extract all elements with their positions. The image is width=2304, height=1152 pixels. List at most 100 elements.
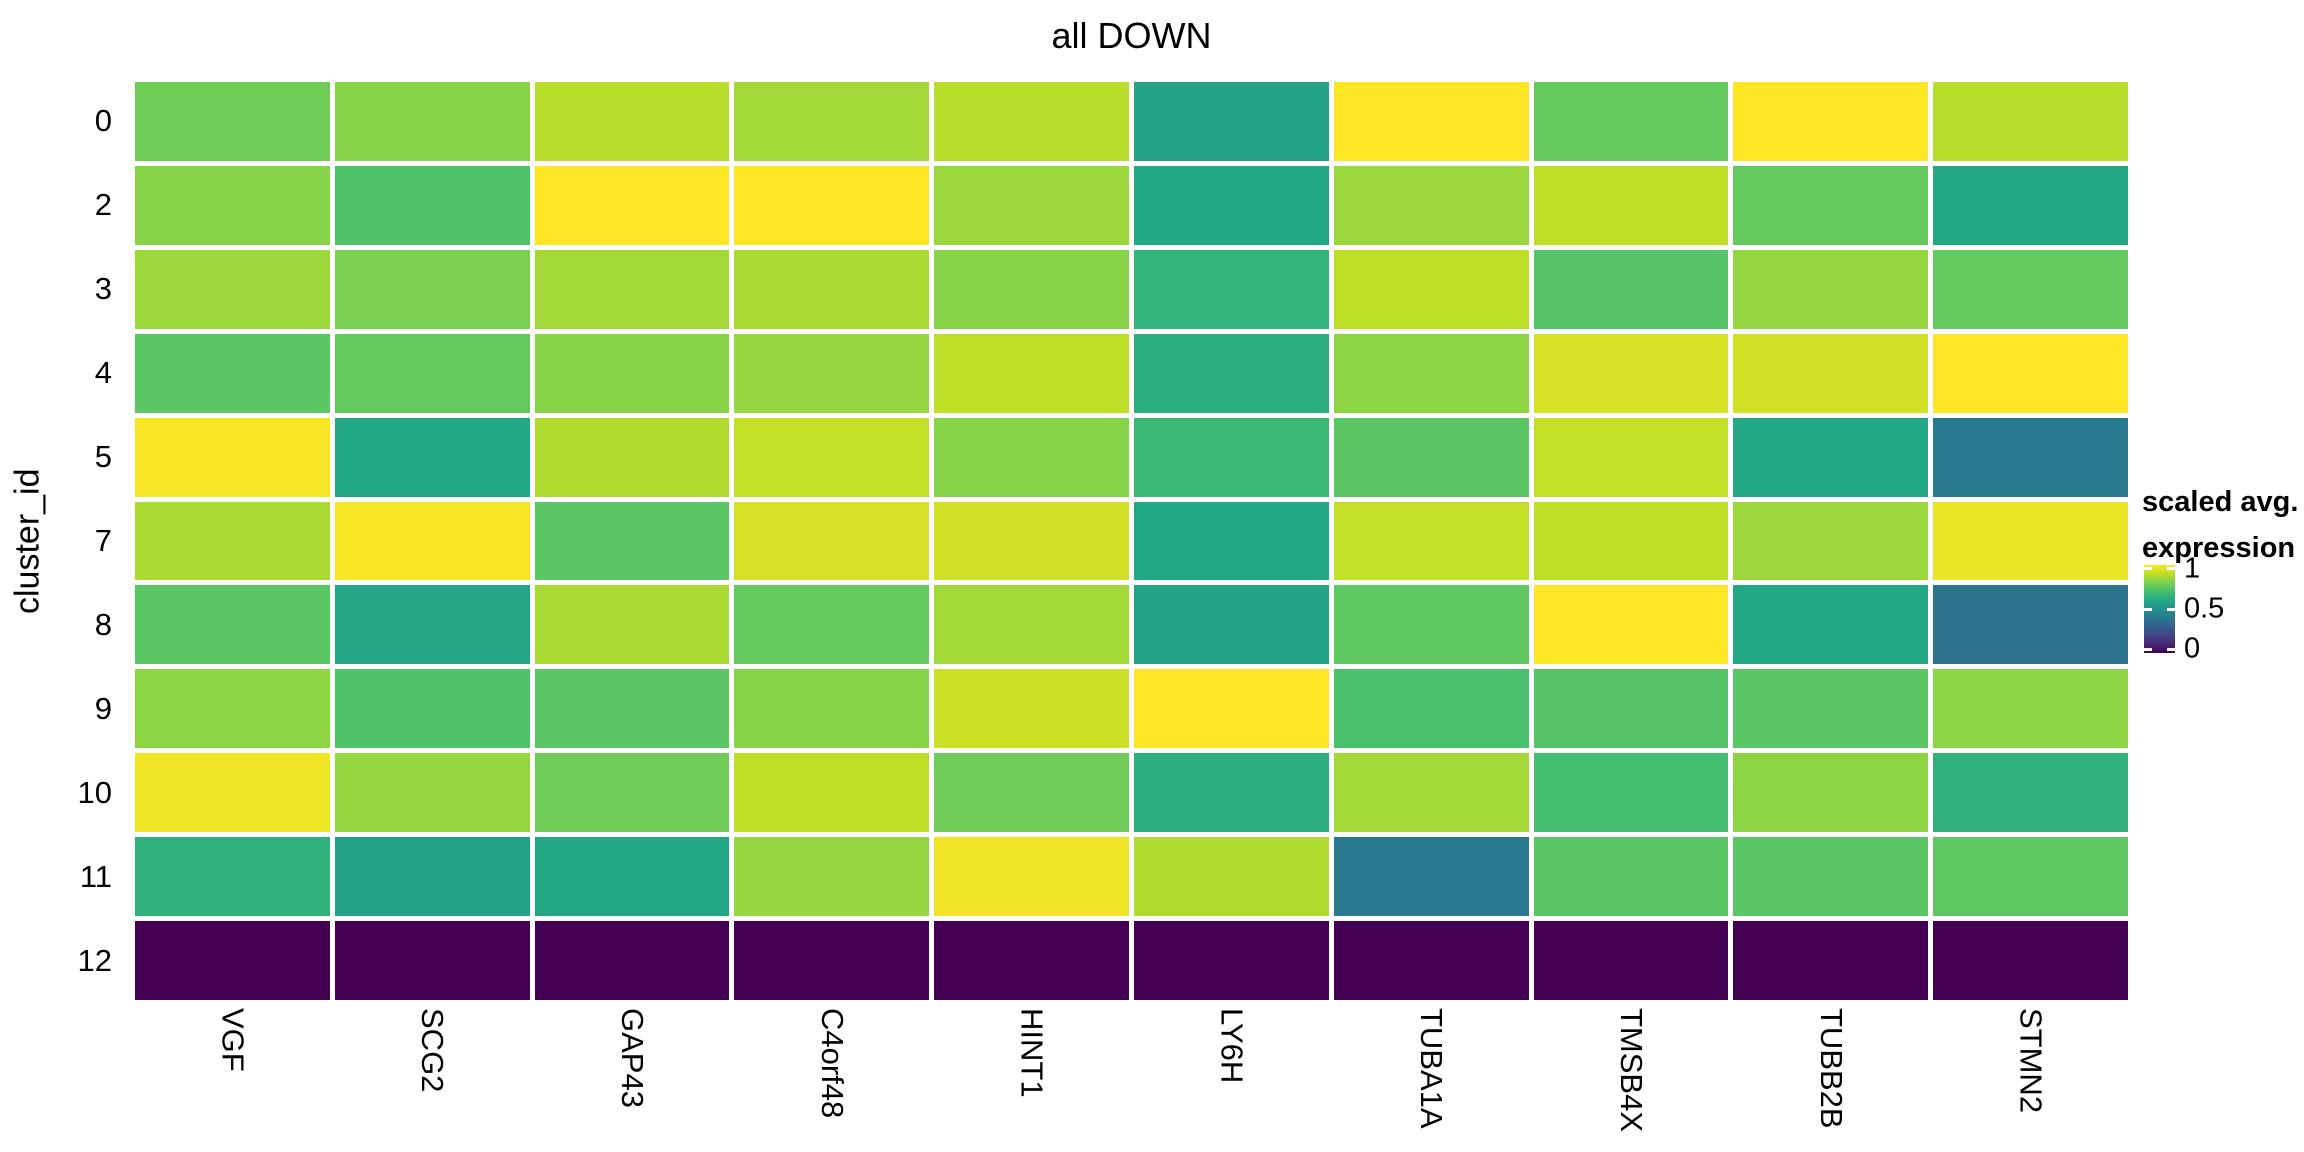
heatmap-cell <box>1933 165 2128 245</box>
heatmap-cell <box>334 921 530 1000</box>
x-tick-label: VGF <box>135 1008 330 1148</box>
heatmap-cell <box>734 82 930 161</box>
heatmap-cell <box>1333 417 1529 497</box>
heatmap-cell <box>934 753 1129 833</box>
x-tick-label-text: STMN2 <box>2013 1008 2049 1114</box>
heatmap-cell <box>1333 501 1529 581</box>
heatmap-cell <box>1733 82 1929 161</box>
legend-tick-mark <box>2144 567 2152 571</box>
heatmap-cell <box>1933 333 2128 413</box>
x-tick-label-text: LY6H <box>1214 1008 1250 1084</box>
heatmap-cell <box>1134 669 1329 749</box>
heatmap-cell <box>1933 921 2128 1000</box>
heatmap-cell <box>135 585 330 665</box>
heatmap-cell <box>934 921 1129 1000</box>
heatmap-cell <box>534 165 730 245</box>
heatmap-cell <box>534 837 730 917</box>
heatmap-cell <box>734 837 930 917</box>
legend-tick-label: 0 <box>2184 632 2201 665</box>
heatmap-cell <box>934 82 1129 161</box>
heatmap-cell <box>135 165 330 245</box>
heatmap-cell <box>934 417 1129 497</box>
heatmap-cell <box>135 333 330 413</box>
heatmap-cell <box>1533 585 1729 665</box>
heatmap-cell <box>734 921 930 1000</box>
heatmap-cell <box>1733 921 1929 1000</box>
heatmap-cell <box>934 249 1129 329</box>
x-tick-label: TUBA1A <box>1334 1008 1529 1148</box>
heatmap-cell <box>135 669 330 749</box>
heatmap-cell <box>534 921 730 1000</box>
x-tick-label: C4orf48 <box>734 1008 929 1148</box>
x-tick-label-text: TUBA1A <box>1414 1008 1450 1129</box>
heatmap-cell <box>734 417 930 497</box>
heatmap-cell <box>135 417 330 497</box>
heatmap-cell <box>1134 417 1329 497</box>
x-tick-label: SCG2 <box>335 1008 530 1148</box>
heatmap-cell <box>534 249 730 329</box>
heatmap-cell <box>1333 249 1529 329</box>
x-tick-label-text: TUBB2B <box>1813 1008 1849 1129</box>
y-tick-label: 2 <box>94 187 112 223</box>
heatmap-cell <box>1933 669 2128 749</box>
heatmap-cell <box>734 249 930 329</box>
heatmap-cell <box>1134 585 1329 665</box>
heatmap-cell <box>334 753 530 833</box>
heatmap-cell <box>1933 82 2128 161</box>
heatmap-cell <box>135 837 330 917</box>
heatmap-cell <box>1733 669 1929 749</box>
y-axis-title: cluster_id <box>8 468 47 614</box>
heatmap-cell <box>1134 753 1329 833</box>
heatmap-cell <box>334 165 530 245</box>
y-tick-label: 3 <box>94 271 112 307</box>
heatmap-cell <box>334 333 530 413</box>
heatmap-cell <box>534 417 730 497</box>
heatmap-cell <box>534 501 730 581</box>
heatmap-cell <box>534 585 730 665</box>
heatmap-cell <box>934 837 1129 917</box>
heatmap-cell <box>734 753 930 833</box>
heatmap-cell <box>1533 501 1729 581</box>
heatmap-cell <box>1134 501 1329 581</box>
heatmap-cell <box>1333 921 1529 1000</box>
heatmap-cell <box>1333 333 1529 413</box>
heatmap-cell <box>1533 333 1729 413</box>
y-tick-label: 11 <box>79 858 112 894</box>
heatmap-cell <box>734 669 930 749</box>
heatmap-cell <box>1533 165 1729 245</box>
heatmap-cell <box>534 333 730 413</box>
heatmap-cell <box>1134 333 1329 413</box>
legend-tick-mark <box>2167 607 2175 611</box>
heatmap-cell <box>135 753 330 833</box>
heatmap-cell <box>934 501 1129 581</box>
heatmap-cell <box>1533 921 1729 1000</box>
heatmap-cell <box>1733 333 1929 413</box>
y-tick-label: 10 <box>77 774 112 810</box>
x-tick-label-text: GAP43 <box>614 1008 650 1108</box>
heatmap-cell <box>1733 501 1929 581</box>
heatmap-grid <box>135 82 2128 1000</box>
y-axis-tick-labels: 0 2 3 4 5 7 8 9 10 11 12 <box>50 82 112 1000</box>
heatmap-cell <box>534 753 730 833</box>
x-tick-label: TMSB4X <box>1534 1008 1729 1148</box>
heatmap-cell <box>1933 837 2128 917</box>
x-axis-tick-labels: VGF SCG2 GAP43 C4orf48 HINT1 LY6H TUBA1A TMSB4X… <box>135 1008 2128 1148</box>
legend-tick-mark <box>2144 607 2152 611</box>
legend-tick-mark <box>2167 567 2175 571</box>
heatmap-cell <box>334 669 530 749</box>
x-tick-label-text: C4orf48 <box>814 1008 850 1119</box>
heatmap-cell <box>1134 165 1329 245</box>
heatmap-cell <box>1933 417 2128 497</box>
legend-tick-mark <box>2167 647 2175 651</box>
heatmap-cell <box>1533 417 1729 497</box>
heatmap-cell <box>1733 585 1929 665</box>
y-tick-label: 5 <box>94 439 112 475</box>
heatmap-cell <box>734 333 930 413</box>
heatmap-cell <box>1134 921 1329 1000</box>
x-tick-label: TUBB2B <box>1733 1008 1928 1148</box>
heatmap-cell <box>135 82 330 161</box>
heatmap-cell <box>1533 249 1729 329</box>
heatmap-cell <box>1134 249 1329 329</box>
legend-tick-label: 0.5 <box>2184 592 2225 625</box>
